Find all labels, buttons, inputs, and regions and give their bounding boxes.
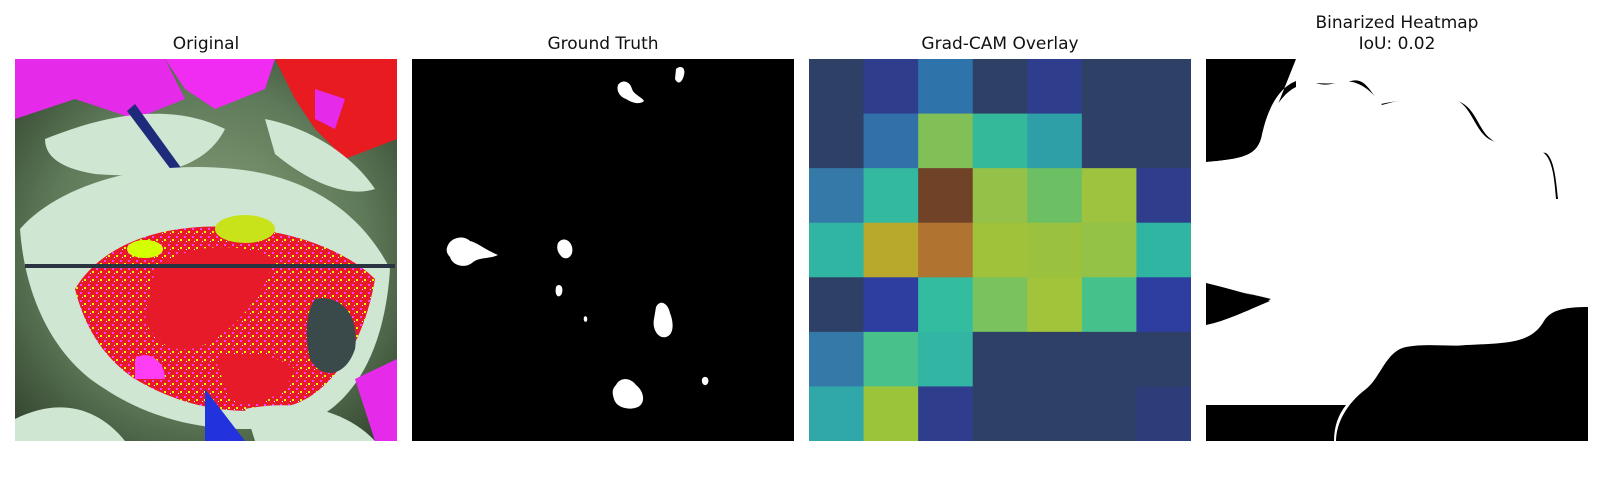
gradcam-cell-0-2: [918, 59, 974, 115]
gradcam-cell-6-1: [863, 386, 919, 441]
gradcam-cell-2-4: [1027, 168, 1083, 224]
gradcam-cell-0-5: [1081, 59, 1137, 115]
gradcam-cell-1-6: [1136, 113, 1191, 169]
panel-title-binarized-heatmap: Binarized Heatmap IoU: 0.02: [1315, 13, 1479, 54]
original-image: [15, 59, 397, 441]
binarized-heatmap-illustration: [1206, 59, 1588, 441]
gradcam-cell-1-1: [863, 113, 919, 169]
gradcam-cell-5-6: [1136, 331, 1191, 387]
gradcam-cell-5-5: [1081, 331, 1137, 387]
gradcam-cell-5-0: [809, 331, 865, 387]
gradcam-heatmap-grid: [809, 59, 1191, 441]
gradcam-cell-0-6: [1136, 59, 1191, 115]
gradcam-cell-1-0: [809, 113, 865, 169]
panel-title-original: Original: [172, 34, 240, 54]
gradcam-cell-6-0: [809, 386, 865, 441]
gradcam-cell-6-6: [1136, 386, 1191, 441]
gradcam-cell-4-4: [1027, 277, 1083, 333]
panel-title-gradcam-overlay: Grad-CAM Overlay: [921, 34, 1079, 54]
gradcam-cell-3-4: [1027, 222, 1083, 278]
gradcam-cell-1-2: [918, 113, 974, 169]
gradcam-cell-4-1: [863, 277, 919, 333]
gradcam-cell-6-2: [918, 386, 974, 441]
gradcam-cell-3-2: [918, 222, 974, 278]
gradcam-cell-0-3: [972, 59, 1028, 115]
gradcam-cell-1-3: [972, 113, 1028, 169]
gradcam-cell-2-3: [972, 168, 1028, 224]
gradcam-overlay: [809, 59, 1191, 441]
gradcam-cell-4-5: [1081, 277, 1137, 333]
gradcam-cell-2-2: [918, 168, 974, 224]
gradcam-cell-0-0: [809, 59, 865, 115]
ground-truth-illustration: [412, 59, 794, 441]
gradcam-cell-4-2: [918, 277, 974, 333]
gradcam-cell-3-3: [972, 222, 1028, 278]
gradcam-cell-1-5: [1081, 113, 1137, 169]
gradcam-cell-1-4: [1027, 113, 1083, 169]
gradcam-cell-4-0: [809, 277, 865, 333]
ground-truth-mask: [412, 59, 794, 441]
gradcam-cell-3-6: [1136, 222, 1191, 278]
gradcam-cell-5-2: [918, 331, 974, 387]
gradcam-cell-5-3: [972, 331, 1028, 387]
gradcam-cell-0-4: [1027, 59, 1083, 115]
original-leaf-illustration: [15, 59, 397, 441]
gradcam-cell-6-5: [1081, 386, 1137, 441]
gradcam-cell-3-0: [809, 222, 865, 278]
gradcam-cell-6-4: [1027, 386, 1083, 441]
gradcam-cell-5-1: [863, 331, 919, 387]
gradcam-cell-3-5: [1081, 222, 1137, 278]
gradcam-cell-0-1: [863, 59, 919, 115]
gradcam-cell-2-5: [1081, 168, 1137, 224]
gradcam-cell-4-6: [1136, 277, 1191, 333]
panel-title-ground-truth: Ground Truth: [547, 34, 659, 54]
gradcam-cell-5-4: [1027, 331, 1083, 387]
gradcam-cell-2-0: [809, 168, 865, 224]
gradcam-cell-6-3: [972, 386, 1028, 441]
gradcam-cell-2-1: [863, 168, 919, 224]
gradcam-cell-4-3: [972, 277, 1028, 333]
binarized-heatmap: [1206, 59, 1588, 441]
gradcam-cell-2-6: [1136, 168, 1191, 224]
gradcam-cell-3-1: [863, 222, 919, 278]
